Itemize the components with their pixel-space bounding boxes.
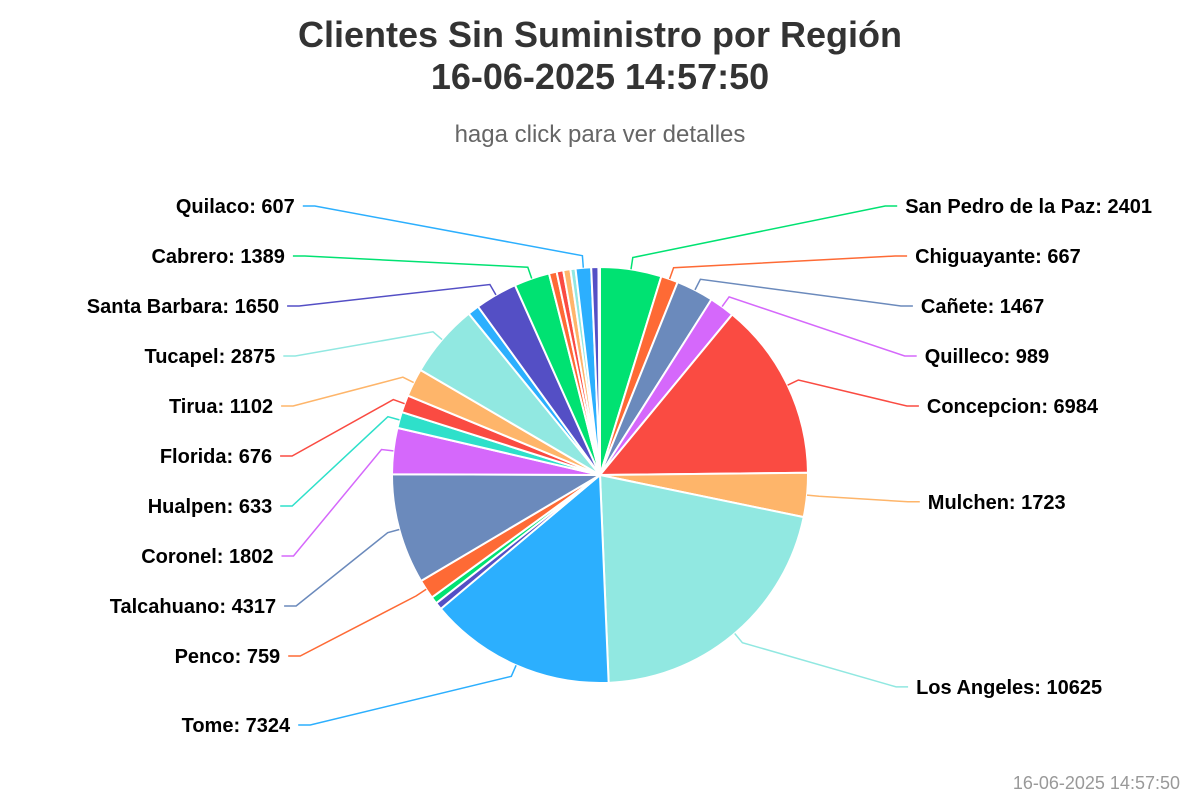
chart-title-line1: Clientes Sin Suministro por Región	[297, 14, 903, 55]
connector-mulchen	[806, 494, 920, 503]
data-label-san-pedro-de-la-paz: San Pedro de la Paz: 2401	[905, 196, 1152, 218]
data-label-canete: Cañete: 1467	[921, 296, 1044, 318]
data-labels: San Pedro de la Paz: 2401 Chiguayante: 66…	[87, 196, 1152, 737]
data-label-florida: Florida: 676	[160, 446, 272, 468]
chart-title: Clientes Sin Suministro por Región 16-06…	[0, 14, 1200, 98]
data-label-quilaco: Quilaco: 607	[176, 196, 295, 218]
connector-lines	[280, 205, 920, 726]
data-label-quilleco: Quilleco: 989	[925, 346, 1049, 368]
data-label-tome: Tome: 7324	[182, 715, 291, 737]
connector-coronel	[281, 448, 394, 557]
data-label-concepcion: Concepcion: 6984	[927, 396, 1099, 418]
connector-quilaco	[302, 205, 585, 268]
data-label-chiguayante: Chiguayante: 667	[915, 246, 1081, 268]
data-label-hualpen: Hualpen: 633	[148, 496, 272, 518]
data-label-tirua: Tirua: 1102	[169, 396, 273, 418]
pie-slices	[390, 266, 809, 684]
data-label-talcahuano: Talcahuano: 4317	[110, 596, 276, 618]
data-label-cabrero: Cabrero: 1389	[151, 246, 284, 268]
connector-cabrero	[292, 255, 533, 279]
connector-chiguayante	[668, 255, 908, 280]
connector-los-angeles	[734, 633, 909, 688]
connector-florida	[280, 398, 405, 457]
connector-hualpen	[280, 415, 400, 507]
connector-penco	[288, 588, 427, 657]
connector-quilleco	[721, 296, 917, 357]
data-label-los-angeles: Los Angeles: 10625	[916, 677, 1102, 699]
data-label-tucapel: Tucapel: 2875	[144, 346, 275, 368]
connector-tirua	[281, 376, 415, 407]
pie-slice-unlabeled-26[interactable]	[597, 266, 601, 476]
connector-tucapel	[283, 330, 443, 357]
data-label-coronel: Coronel: 1802	[141, 546, 273, 568]
connector-concepcion	[787, 379, 919, 407]
connector-santa-barbara	[287, 283, 497, 307]
connector-tome	[298, 665, 517, 726]
chart-subtitle: haga click para ver detalles	[454, 121, 746, 148]
data-label-penco: Penco: 759	[175, 646, 281, 668]
pie-slice-los-angeles[interactable]	[599, 474, 805, 684]
connector-talcahuano	[284, 528, 400, 607]
data-label-mulchen: Mulchen: 1723	[928, 492, 1066, 514]
connector-san-pedro-de-la-paz	[630, 205, 898, 270]
connector-canete	[694, 278, 913, 307]
footer-timestamp: 16-06-2025 14:57:50	[1012, 773, 1180, 793]
data-label-santa-barbara: Santa Barbara: 1650	[87, 296, 279, 318]
chart-title-line2: 16-06-2025 14:57:50	[430, 56, 770, 97]
